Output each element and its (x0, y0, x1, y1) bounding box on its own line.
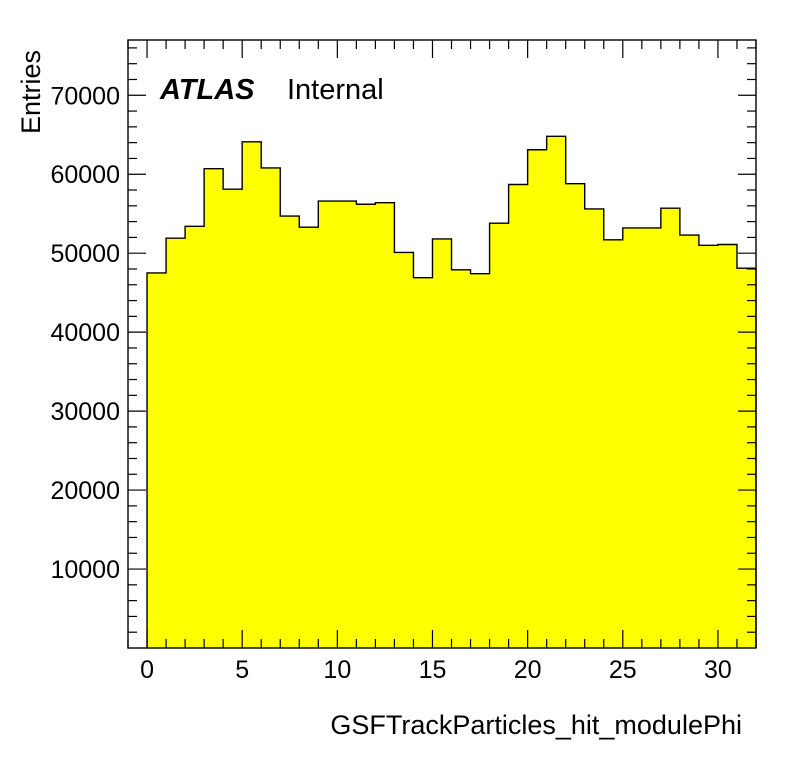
histogram-outline (146, 135, 757, 648)
y-tick-label: 20000 (50, 477, 120, 505)
histogram-bar (337, 201, 357, 649)
histogram-bar (413, 277, 433, 648)
histogram-bar (508, 184, 529, 648)
x-tick-label: 5 (235, 656, 249, 684)
histogram-bar (470, 273, 491, 648)
histogram-bar (261, 167, 281, 649)
histogram-bar (565, 183, 586, 648)
x-tick-label: 30 (704, 656, 732, 684)
histogram-bar (280, 216, 300, 648)
histogram-bar (622, 227, 643, 648)
histogram-bar (660, 208, 681, 648)
histogram-bar (318, 201, 338, 649)
y-tick-label: 70000 (50, 82, 120, 110)
x-tick-labels: 0 5 10 15 20 25 30 (140, 656, 732, 684)
histogram-bar (432, 238, 453, 648)
histogram-bar (299, 227, 319, 648)
histogram-bar (451, 269, 472, 648)
x-axis-title: GSFTrackParticles_hit_modulePhi (330, 710, 742, 740)
histogram-bar (394, 252, 414, 648)
histogram-bar (185, 226, 205, 648)
histogram-bar (527, 149, 548, 648)
histogram-bar (204, 168, 224, 649)
x-tick-label: 25 (609, 656, 637, 684)
y-tick-label: 30000 (50, 398, 120, 426)
histogram-bar (603, 239, 624, 648)
axis-ticks (127, 40, 757, 648)
histogram-bar (223, 189, 243, 648)
internal-label: Internal (287, 74, 384, 106)
histogram-bar (698, 245, 719, 648)
histogram-bar (641, 227, 662, 648)
y-axis-title: Entries (16, 50, 46, 134)
histogram-bar (489, 223, 510, 648)
x-tick-label: 20 (514, 656, 542, 684)
x-tick-label: 15 (419, 656, 447, 684)
y-tick-label: 50000 (50, 240, 120, 268)
histogram-bar (166, 238, 186, 649)
histogram-bar (546, 136, 567, 649)
atlas-label: ATLAS (159, 74, 255, 106)
histogram-bar (679, 235, 700, 649)
histogram-bar (375, 202, 395, 649)
y-tick-label: 60000 (50, 161, 120, 189)
x-tick-label: 0 (140, 656, 154, 684)
histogram-bar (717, 244, 738, 648)
histogram-bar (147, 272, 167, 648)
x-tick-label: 10 (323, 656, 351, 684)
y-tick-labels: 10000 20000 30000 40000 50000 60000 70000 (50, 82, 120, 584)
y-tick-label: 40000 (50, 319, 120, 347)
histogram-bars (147, 136, 757, 649)
y-tick-label: 10000 (50, 556, 120, 584)
histogram-bar (356, 204, 376, 649)
histogram-bar (242, 141, 262, 648)
histogram-bar (584, 208, 605, 648)
plot-frame (127, 39, 757, 649)
